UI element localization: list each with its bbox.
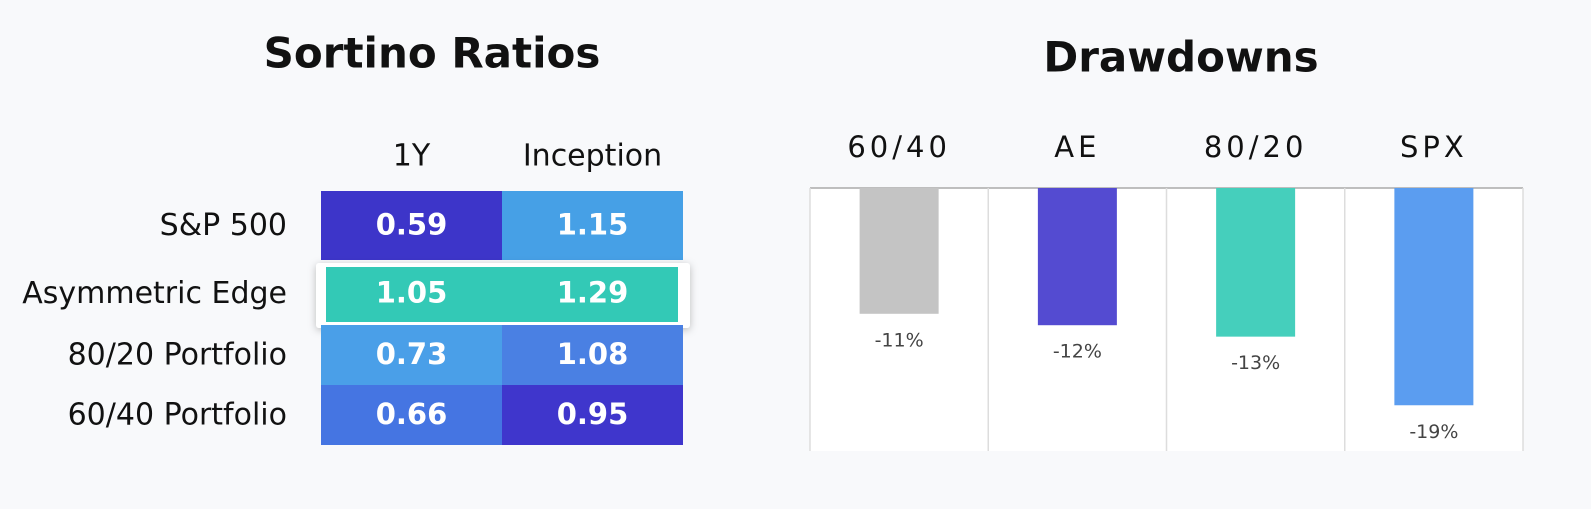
cell-value: 0.59 [376,208,448,242]
cell-value: 0.95 [557,397,629,431]
value-label: -12% [1053,341,1102,363]
bar [859,188,939,314]
category-label: 80/20 [1204,130,1308,164]
table-title: Sortino Ratios [264,29,601,78]
value-label: -11% [875,329,924,351]
cell [321,325,502,385]
cell [502,267,678,322]
column-header: 1Y [393,139,431,174]
bar [1037,188,1117,326]
cell [326,267,502,322]
chart-title: Drawdowns [1043,33,1318,82]
category-label: 60/40 [847,130,951,164]
cell-value: 1.08 [557,337,629,371]
row-label: Asymmetric Edge [22,276,287,311]
cell-value: 1.05 [376,276,448,310]
cell [321,191,502,260]
cell [502,325,683,385]
cell [502,191,683,260]
row-label: S&P 500 [160,208,287,243]
row-label: 80/20 Portfolio [68,338,287,373]
bar [1216,188,1296,337]
row-label: 60/40 Portfolio [68,398,287,433]
value-label: -13% [1231,352,1280,374]
column-header: Inception [523,139,662,174]
cell [502,385,683,445]
value-label: -19% [1409,421,1458,443]
cell-value: 1.15 [557,208,629,242]
category-label: AE [1054,130,1100,164]
category-label: SPX [1400,130,1468,164]
cell [321,385,502,445]
bar [1394,188,1474,406]
cell-value: 0.66 [376,397,448,431]
cell-value: 0.73 [376,337,448,371]
cell-value: 1.29 [557,276,629,310]
